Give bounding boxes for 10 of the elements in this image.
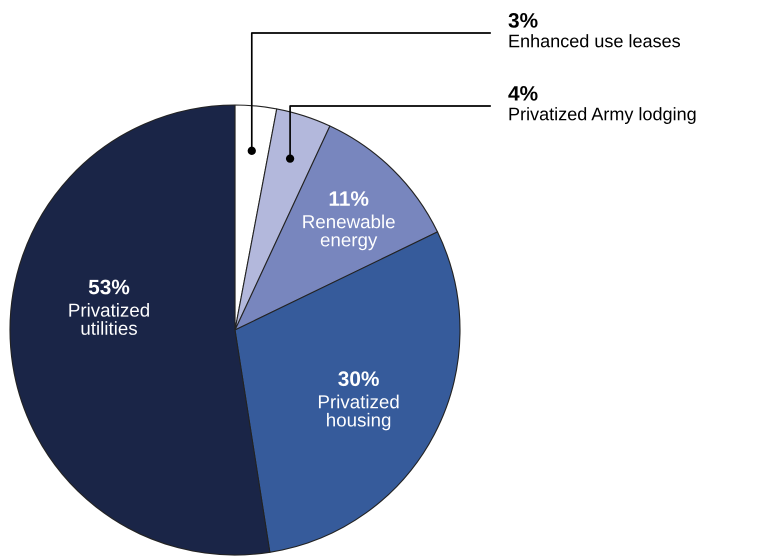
data-label: 30% [338, 371, 379, 386]
slice-label: Renewable energy [303, 214, 395, 250]
data-label: 3% [508, 13, 538, 28]
data-label: 53% [88, 280, 130, 294]
slice-label: Privatized utilities [69, 303, 149, 335]
slice-label: Privatized housing [318, 394, 399, 430]
slice-label: Enhanced use leases [509, 34, 680, 48]
data-label: 11% [330, 191, 368, 206]
data-label: 4% [508, 86, 538, 101]
slice-label: Privatized Army lodging [509, 107, 696, 124]
